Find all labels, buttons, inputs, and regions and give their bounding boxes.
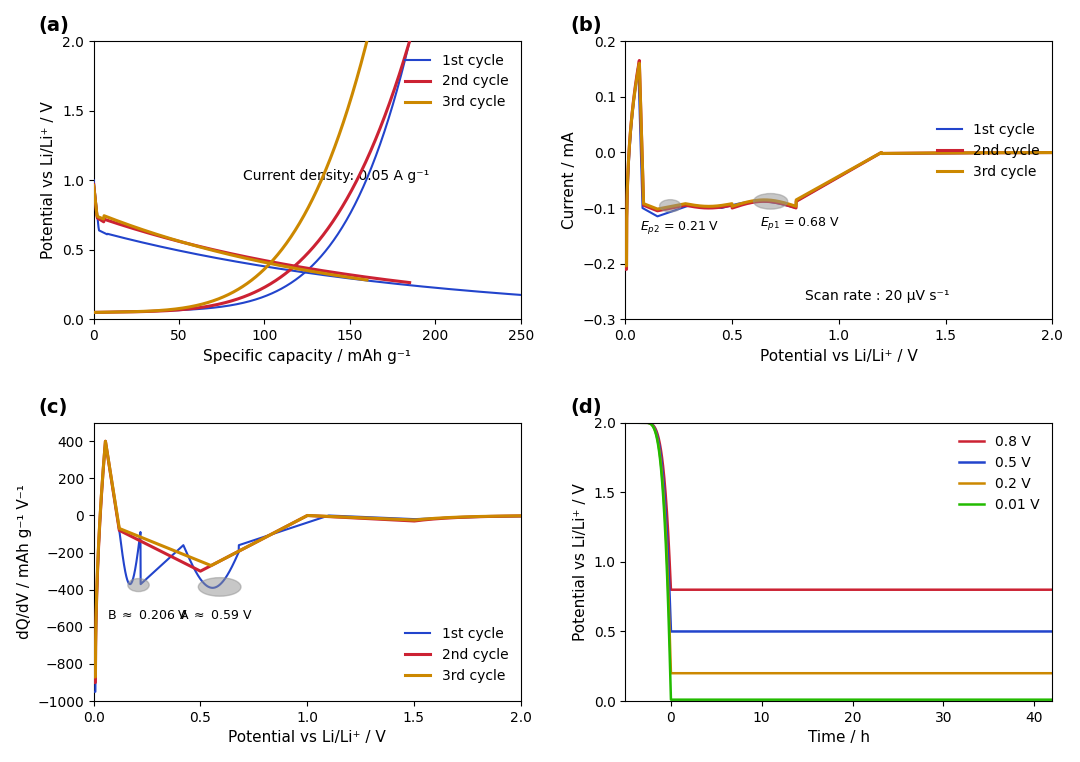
Legend: 1st cycle, 2nd cycle, 3rd cycle: 1st cycle, 2nd cycle, 3rd cycle xyxy=(932,117,1045,184)
Y-axis label: Potential vs Li/Li⁺ / V: Potential vs Li/Li⁺ / V xyxy=(573,483,589,641)
Text: B $\approx$ 0.206 V: B $\approx$ 0.206 V xyxy=(107,610,188,623)
Text: (b): (b) xyxy=(570,17,602,36)
Y-axis label: Potential vs Li/Li⁺ / V: Potential vs Li/Li⁺ / V xyxy=(41,101,56,259)
Ellipse shape xyxy=(754,194,787,209)
X-axis label: Potential vs Li/Li⁺ / V: Potential vs Li/Li⁺ / V xyxy=(760,349,918,363)
Text: (a): (a) xyxy=(38,17,69,36)
Legend: 0.8 V, 0.5 V, 0.2 V, 0.01 V: 0.8 V, 0.5 V, 0.2 V, 0.01 V xyxy=(954,430,1045,517)
Legend: 1st cycle, 2nd cycle, 3rd cycle: 1st cycle, 2nd cycle, 3rd cycle xyxy=(400,622,514,689)
Ellipse shape xyxy=(199,578,241,596)
Text: Current density: 0.05 A g⁻¹: Current density: 0.05 A g⁻¹ xyxy=(243,169,430,183)
Text: (c): (c) xyxy=(38,398,68,417)
Text: $E_{p2}$ = 0.21 V: $E_{p2}$ = 0.21 V xyxy=(640,219,719,236)
X-axis label: Potential vs Li/Li⁺ / V: Potential vs Li/Li⁺ / V xyxy=(228,730,386,745)
Ellipse shape xyxy=(660,200,681,212)
Text: $E_{p1}$ = 0.68 V: $E_{p1}$ = 0.68 V xyxy=(760,215,840,232)
Ellipse shape xyxy=(127,578,149,591)
X-axis label: Time / h: Time / h xyxy=(808,730,869,745)
X-axis label: Specific capacity / mAh g⁻¹: Specific capacity / mAh g⁻¹ xyxy=(203,349,411,363)
Legend: 1st cycle, 2nd cycle, 3rd cycle: 1st cycle, 2nd cycle, 3rd cycle xyxy=(400,48,514,115)
Text: Scan rate : 20 μV s⁻¹: Scan rate : 20 μV s⁻¹ xyxy=(805,289,949,303)
Y-axis label: Current / mA: Current / mA xyxy=(562,131,577,229)
Text: (d): (d) xyxy=(570,398,602,417)
Text: A $\approx$ 0.59 V: A $\approx$ 0.59 V xyxy=(179,610,253,623)
Y-axis label: dQ/dV / mAh g⁻¹ V⁻¹: dQ/dV / mAh g⁻¹ V⁻¹ xyxy=(16,485,31,639)
